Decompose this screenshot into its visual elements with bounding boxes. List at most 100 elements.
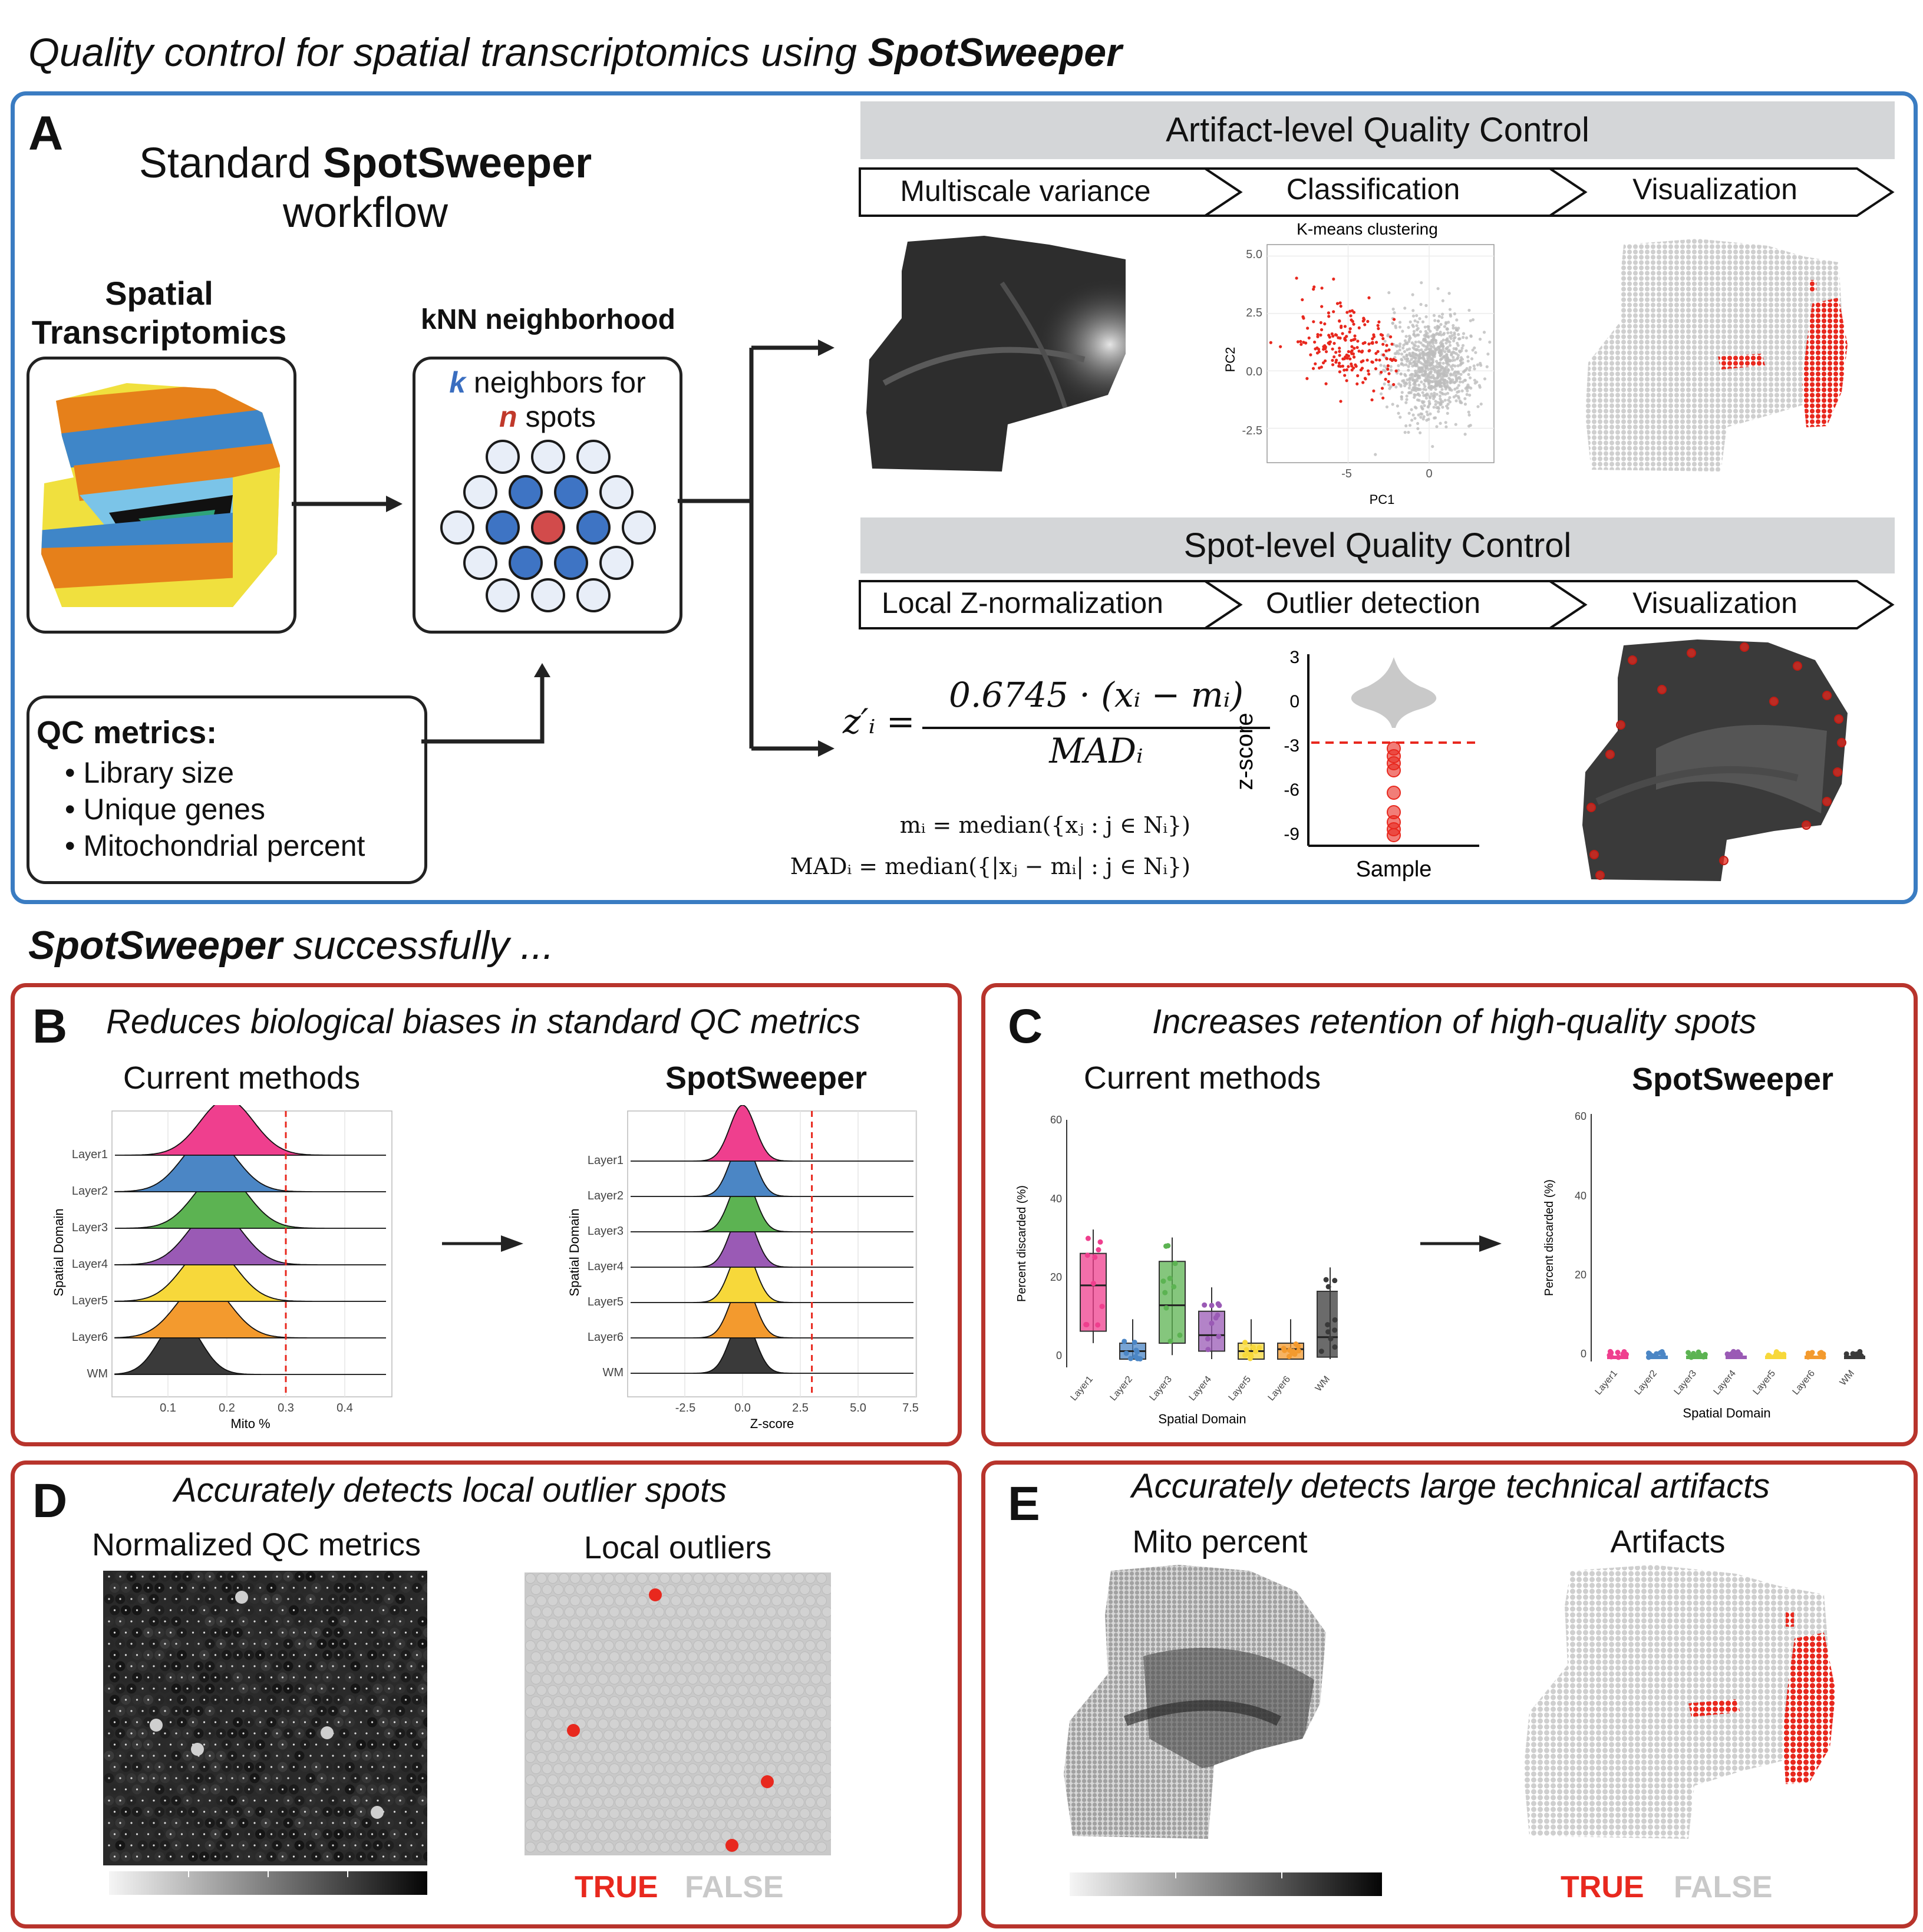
panel-b-letter: B (32, 1000, 68, 1053)
outlier-spot (609, 1629, 620, 1640)
kmeans-point (1419, 416, 1423, 419)
kmeans-point (1454, 328, 1458, 332)
outlier-spot (564, 1786, 575, 1796)
kmeans-point (1371, 341, 1374, 344)
kmeans-point (1301, 315, 1305, 319)
kmeans-point (1447, 321, 1450, 324)
qc-spot-center (248, 1699, 250, 1701)
qc-spot-center (203, 1766, 206, 1768)
panel-c-letter: C (1008, 1000, 1043, 1053)
outlier-spot (783, 1663, 793, 1673)
kmeans-point (1417, 376, 1420, 380)
qc-spot-center (371, 1721, 374, 1723)
outlier-spot (693, 1618, 704, 1628)
outlier-spot (749, 1640, 760, 1651)
qc-spot-center (153, 1575, 155, 1578)
qc-spot-center (248, 1743, 250, 1746)
outlier-spot (530, 1831, 542, 1841)
kmeans-point (1439, 381, 1443, 384)
qc-spot-center (332, 1665, 334, 1667)
qc-spot-center (158, 1699, 161, 1701)
qc-spot-center (259, 1587, 262, 1589)
kmeans-point (1361, 359, 1365, 362)
outlier-spot (794, 1819, 804, 1830)
qc-spot-center (371, 1766, 374, 1768)
qc-spot-center (298, 1755, 301, 1757)
box-point (1128, 1356, 1134, 1361)
qc-spot-center (175, 1643, 177, 1645)
outlier-spot (570, 1685, 580, 1696)
qc-spot-center (343, 1844, 345, 1847)
kmeans-point (1334, 333, 1337, 337)
kmeans-point (1460, 389, 1464, 393)
qc-spot-center (388, 1620, 390, 1623)
outlier-spot (676, 1584, 687, 1595)
kmeans-point (1414, 340, 1417, 344)
outlier-spot (771, 1797, 782, 1808)
outlier-spot (822, 1696, 831, 1707)
outlier-spot (687, 1651, 698, 1662)
outlier-spot (547, 1595, 558, 1606)
box-point (1099, 1304, 1105, 1310)
kmeans-point (1435, 328, 1439, 331)
outlier-spot (710, 1584, 721, 1595)
qc-spot-center (287, 1620, 289, 1623)
outlier-spot (642, 1674, 654, 1684)
kmeans-point (1331, 363, 1335, 367)
outlier-spot (783, 1618, 793, 1628)
outlier-spot (777, 1831, 788, 1841)
qc-spot-center (113, 1811, 116, 1813)
outlier-spot (794, 1752, 804, 1763)
outlier-spot (615, 1819, 625, 1830)
qc-spot-center (309, 1710, 312, 1712)
panel-c (981, 983, 1918, 1446)
qc-spot-center (225, 1811, 228, 1813)
outlier-spot-true (761, 1775, 774, 1788)
qc-spot-center (158, 1631, 161, 1634)
outlier-spot (536, 1775, 547, 1785)
kmeans-point (1468, 376, 1472, 380)
kmeans-point (1418, 356, 1421, 360)
knn-text2: spots (517, 400, 596, 433)
outlier-spot (592, 1819, 603, 1830)
qc-spot-center (209, 1710, 211, 1712)
qc-spot-center (343, 1687, 345, 1690)
qc-spot-center (365, 1643, 368, 1645)
qc-spot-center (265, 1799, 267, 1802)
workflow-title-c: workflow (282, 189, 448, 236)
kmeans-point (1439, 375, 1443, 379)
kmeans-point (1383, 370, 1387, 373)
qc-spot-center (214, 1721, 217, 1723)
kmeans-point (1429, 341, 1432, 344)
qc-spot-center (119, 1620, 121, 1623)
qc-spot-center (214, 1654, 217, 1656)
outlier-spot (648, 1819, 659, 1830)
qc-spot-center (359, 1766, 362, 1768)
kmeans-point (1473, 378, 1476, 382)
qc-spot-center (214, 1833, 217, 1835)
qc-spot-center (124, 1631, 127, 1634)
qc-spot-center (164, 1710, 166, 1712)
qc-spot-center (192, 1788, 194, 1791)
outlier-spot (586, 1719, 598, 1729)
kmeans-point (1379, 364, 1383, 367)
box-point (1209, 1320, 1215, 1326)
outlier-spot (799, 1763, 810, 1774)
outlier-spot (766, 1651, 777, 1662)
qc-spot-center (253, 1687, 256, 1690)
kmeans-point (1386, 367, 1390, 371)
qc-spot-center (287, 1822, 289, 1824)
kmeans-point (1440, 340, 1443, 344)
qc-spot-center (421, 1620, 424, 1623)
kmeans-point (1339, 365, 1343, 368)
outlier-spot (715, 1842, 726, 1852)
qc-spot-center (393, 1609, 396, 1611)
outlier-spot (754, 1607, 766, 1617)
qc-item-label: Mitochondrial percent (83, 829, 365, 862)
knn-hex-diagram (440, 440, 656, 612)
kmeans-point (1415, 314, 1419, 318)
kmeans-point (1352, 322, 1355, 326)
qc-spot-center (365, 1620, 368, 1623)
qc-spot-center (113, 1676, 116, 1679)
outlier-spot (671, 1775, 681, 1785)
